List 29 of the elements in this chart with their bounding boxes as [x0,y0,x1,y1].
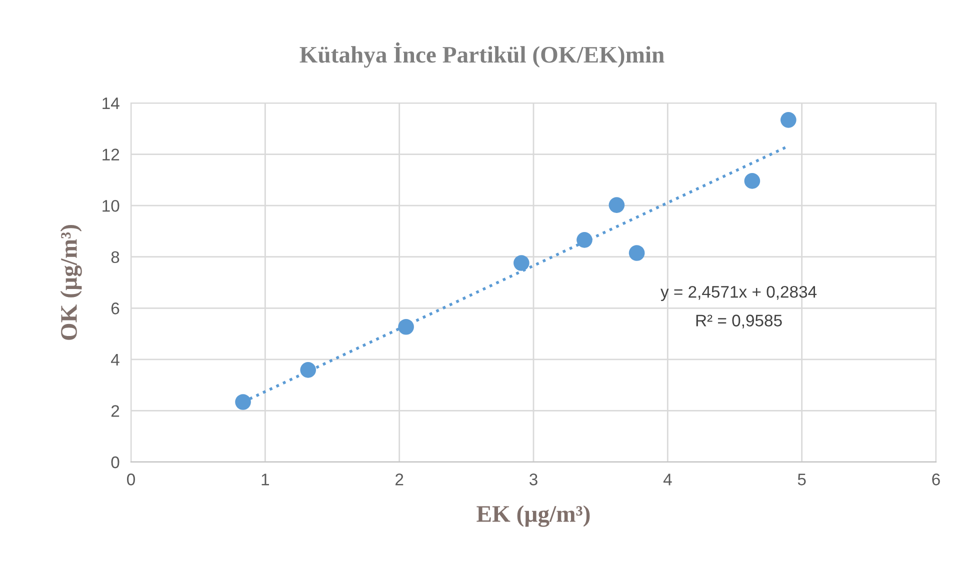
point [235,394,251,410]
x-tick-label: 5 [798,474,806,486]
x-tick-label: 4 [663,474,672,486]
point [398,318,414,335]
point [514,255,530,271]
x-tick-label: 1 [262,474,269,486]
point [744,173,760,189]
x-tick-label: 3 [530,474,538,486]
y-axis-title: OK (µg/m³) [60,225,82,340]
y-tick-label: 2 [111,405,120,417]
x-tick-label: 6 [932,474,940,486]
point [780,112,796,128]
x-tick-label: 0 [127,474,135,486]
y-tick-label: 14 [102,98,120,110]
y-tick-label: 8 [111,251,120,264]
point [300,362,316,378]
x-tick-label: 2 [396,474,404,486]
x-axis-title: EK (µg/m³) [476,505,590,527]
y-tick-label: 10 [102,200,120,212]
point [576,232,592,248]
y-tick-label: 6 [111,302,120,314]
chart-title: Kütahya İnce Partikül (OK/EK)min [300,42,664,68]
point [628,245,645,261]
y-tick-label: 0 [111,456,120,468]
y-tick-label: 4 [111,354,120,366]
annotation: y = 2,4571x + 0,2834 [660,286,817,302]
y-tick-label: 12 [102,148,120,160]
point [608,197,625,213]
annotation: R² = 0,9585 [696,314,782,328]
